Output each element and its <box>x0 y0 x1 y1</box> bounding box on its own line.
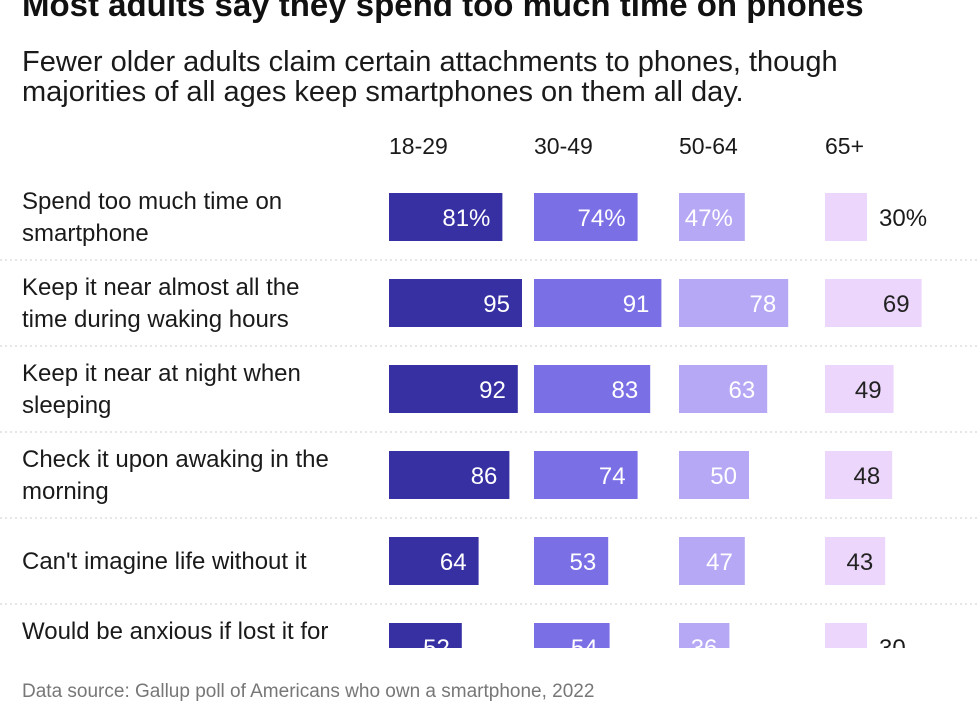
value-label-row4-65: 48 <box>853 463 880 490</box>
value-label-row3-30-49: 83 <box>611 377 638 404</box>
value-label-row4-18-29: 86 <box>471 463 498 490</box>
bar-row4-30-49 <box>534 451 638 499</box>
value-label-row1-18-29: 81% <box>442 205 490 232</box>
column-header-18-29: 18-29 <box>389 133 448 159</box>
bar-row3-50-64 <box>679 365 768 413</box>
value-label-row1-30-49: 74% <box>578 205 626 232</box>
value-label-row5-65: 43 <box>846 549 873 576</box>
bar-row3-18-29 <box>389 365 518 413</box>
value-label-row6-65: 30 <box>879 635 906 648</box>
value-label-row5-18-29: 64 <box>440 549 467 576</box>
bar-row1-18-29 <box>389 193 503 241</box>
bar-row2-18-29 <box>389 279 522 327</box>
column-header-50-64: 50-64 <box>679 133 738 159</box>
row-label-6-line-1: Would be anxious if lost it for <box>22 618 328 645</box>
bar-row2-65 <box>825 279 922 327</box>
row-label-1-line-1: Spend too much time on <box>22 188 282 215</box>
bar-row5-30-49 <box>534 537 609 585</box>
row-label-3-line-2: sleeping <box>22 392 111 419</box>
bar-row2-50-64 <box>679 279 789 327</box>
chart-title: Most adults say they spend too much time… <box>22 0 864 23</box>
value-label-row6-18-29: 52 <box>423 635 450 648</box>
row-label-1-line-2: smartphone <box>22 220 149 247</box>
value-label-row3-50-64: 63 <box>728 377 755 404</box>
bar-row6-65 <box>825 623 867 648</box>
row-label-4-line-2: morning <box>22 478 109 505</box>
chart-subtitle: Fewer older adults claim certain attachm… <box>22 46 838 108</box>
bar-row6-50-64 <box>679 623 730 648</box>
value-label-row1-50-64: 47% <box>685 205 733 232</box>
value-label-row1-65: 30% <box>879 205 927 232</box>
chart-svg: 18-29 30-49 50-64 65+ Spend too much time on… <box>0 133 980 648</box>
value-label-row5-30-49: 53 <box>569 549 596 576</box>
row-label-2-line-2: time during waking hours <box>22 306 289 333</box>
value-label-row3-65: 49 <box>855 377 882 404</box>
value-label-row2-18-29: 95 <box>483 291 510 318</box>
bar-row1-30-49 <box>534 193 638 241</box>
value-label-row3-18-29: 92 <box>479 377 506 404</box>
value-label-row2-65: 69 <box>883 291 910 318</box>
value-label-row4-50-64: 50 <box>710 463 737 490</box>
value-label-row6-30-49: 54 <box>571 635 598 648</box>
bar-row1-65 <box>825 193 867 241</box>
row-label-4-line-1: Check it upon awaking in the <box>22 446 329 473</box>
bar-row3-30-49 <box>534 365 651 413</box>
bar-row4-65 <box>825 451 893 499</box>
value-label-row2-30-49: 91 <box>623 291 650 318</box>
bar-row1-50-64 <box>679 193 745 241</box>
column-header-30-49: 30-49 <box>534 133 593 159</box>
column-header-65: 65+ <box>825 133 864 159</box>
bar-row3-65 <box>825 365 894 413</box>
value-label-row6-50-64: 36 <box>691 635 718 648</box>
row-label-5-line-1: Can't imagine life without it <box>22 548 307 575</box>
bar-row5-50-64 <box>679 537 745 585</box>
value-label-row2-50-64: 78 <box>749 291 776 318</box>
bar-row5-65 <box>825 537 886 585</box>
value-label-row5-50-64: 47 <box>706 549 733 576</box>
bar-row4-18-29 <box>389 451 510 499</box>
data-source-note: Data source: Gallup poll of Americans wh… <box>22 681 595 702</box>
row-label-3-line-1: Keep it near at night when <box>22 360 301 387</box>
bar-row4-50-64 <box>679 451 749 499</box>
row-label-2-line-1: Keep it near almost all the <box>22 274 300 301</box>
bar-row6-30-49 <box>534 623 610 648</box>
value-label-row4-30-49: 74 <box>599 463 626 490</box>
bar-row6-18-29 <box>389 623 462 648</box>
bar-row5-18-29 <box>389 537 479 585</box>
bar-row2-30-49 <box>534 279 662 327</box>
